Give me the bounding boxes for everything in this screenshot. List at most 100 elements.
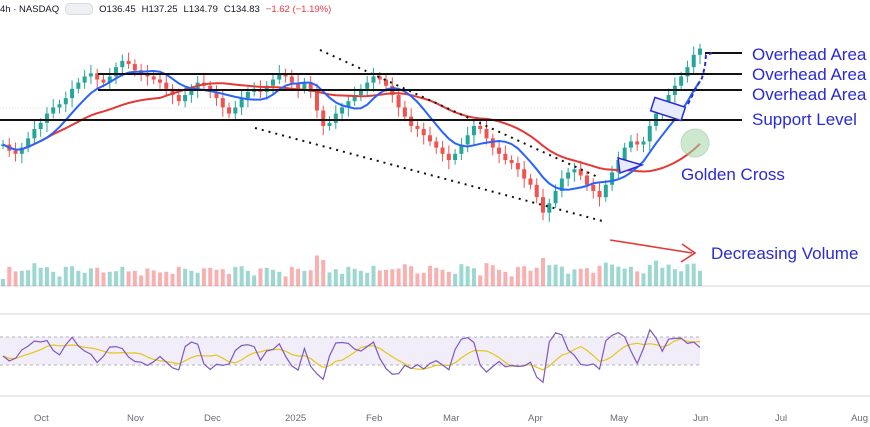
ohlc-change: −1.62 (−1.19%) [265, 3, 332, 15]
month-label: Jul [775, 413, 788, 424]
candle-body [308, 82, 313, 92]
candle-body [120, 60, 125, 68]
volume-bar [51, 271, 56, 286]
candle-body [628, 141, 633, 148]
candle-body [327, 122, 332, 126]
volume-bar [685, 264, 690, 286]
candle-body [233, 107, 238, 114]
volume-bar [698, 270, 702, 286]
candle-body [471, 125, 476, 136]
pill-toggle-icon[interactable] [65, 3, 94, 15]
ohlc-high: H137.25 [141, 3, 178, 15]
volume-bar [647, 265, 652, 286]
volume-bar [415, 273, 420, 286]
volume-bar [616, 266, 621, 286]
volume-bar [591, 272, 596, 286]
candle-body [603, 184, 608, 198]
breakout-path [687, 52, 713, 105]
volume-bar [534, 267, 539, 286]
candle-body [220, 98, 225, 108]
month-label: Jun [693, 413, 709, 424]
volume-bar [503, 271, 508, 286]
volume-bar [358, 270, 363, 286]
candle-body [459, 144, 464, 154]
volume-bar [484, 263, 489, 286]
candle-body [365, 82, 370, 89]
volume-bar [245, 270, 250, 286]
candle-body [302, 82, 307, 89]
chart-header: 4h · NASDAQ O136.45 H137.25 L134.79 C134… [0, 3, 331, 15]
volume-bar [201, 268, 206, 286]
volume-bars [1, 255, 702, 286]
volume-bar [258, 268, 263, 286]
volume-bar [208, 267, 213, 286]
candle-body [465, 135, 470, 145]
candle-body [440, 147, 445, 154]
candle-body [402, 107, 407, 117]
candle-body [189, 88, 194, 95]
candle-body [384, 79, 389, 86]
volume-bar [522, 266, 527, 286]
volume-bar [679, 271, 684, 286]
volume-bar [107, 271, 112, 286]
candle-body [88, 73, 93, 77]
volume-bar [63, 266, 68, 286]
volume-bar [440, 269, 445, 286]
candle-body [396, 95, 401, 108]
volume-bar [151, 270, 156, 286]
trend-channel [254, 49, 710, 263]
golden-cross-label: Golden Cross [681, 165, 785, 184]
volume-bar [277, 271, 282, 286]
volume-bar [271, 269, 276, 286]
rsi-panel [0, 328, 701, 384]
candle-body [698, 48, 702, 55]
volume-bar [239, 266, 244, 286]
volume-bar [553, 264, 558, 286]
volume-bar [164, 271, 169, 286]
volume-bar [547, 265, 552, 286]
volume-bar [176, 266, 181, 286]
month-label: Apr [528, 413, 543, 424]
volume-bar [635, 271, 640, 286]
volume-bar [308, 270, 313, 286]
volume-bar [7, 266, 12, 286]
candle-body [63, 98, 68, 105]
volume-bar [465, 266, 470, 286]
candle-body [647, 125, 652, 142]
month-label: Dec [204, 413, 221, 424]
volume-bar [641, 273, 646, 286]
overhead-area-label-3: Overhead Area [752, 85, 867, 104]
candle-body [101, 79, 106, 83]
volume-bar [434, 267, 439, 286]
candle-body [484, 129, 489, 139]
candle-body [82, 76, 87, 83]
candle-body [446, 153, 451, 160]
candle-body [76, 82, 81, 89]
volume-bar [409, 266, 414, 286]
candle-body [157, 79, 162, 83]
volume-bar [628, 266, 633, 286]
candle-body [434, 141, 439, 148]
volume-bar [471, 268, 476, 286]
golden-cross-marker [680, 128, 710, 158]
candle-body [490, 138, 495, 148]
volume-bar [497, 269, 502, 286]
candle-body [107, 76, 112, 83]
volume-bar [214, 269, 219, 286]
decreasing-volume-label: Decreasing Volume [711, 244, 859, 263]
candle-body [208, 85, 213, 92]
volume-bar [384, 269, 389, 286]
volume-bar [220, 269, 225, 286]
volume-bar [252, 275, 257, 286]
candle-body [358, 88, 363, 95]
candle-body [509, 160, 514, 164]
candle-body [176, 95, 181, 102]
candle-body [57, 104, 62, 108]
volume-bar [170, 273, 175, 286]
candle-body [584, 175, 589, 185]
volume-bar [314, 255, 319, 286]
volume-bar [584, 268, 589, 286]
candle-body [421, 129, 426, 136]
candle-body [13, 150, 18, 154]
